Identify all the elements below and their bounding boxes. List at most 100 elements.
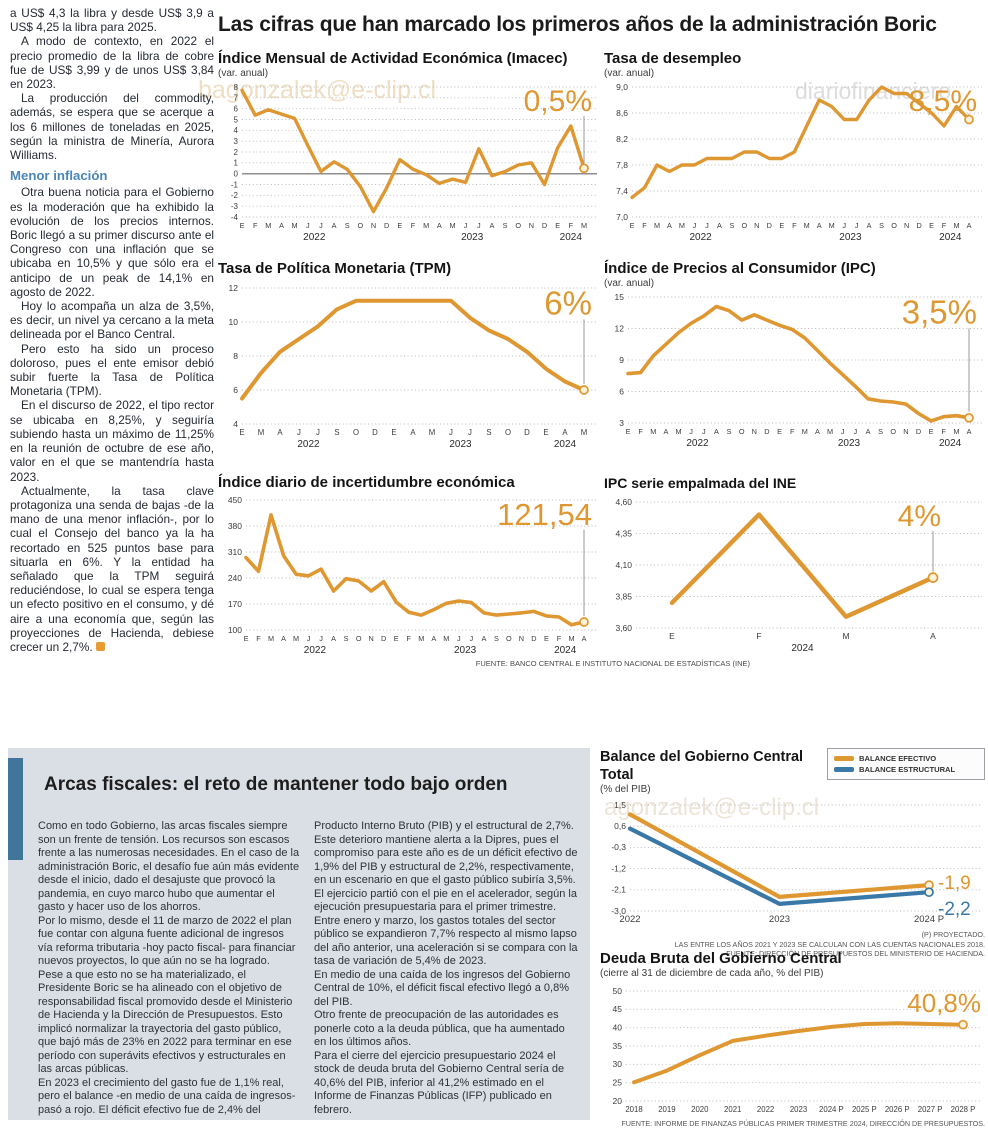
svg-text:0,6: 0,6 [614, 821, 626, 831]
svg-text:2024: 2024 [939, 438, 962, 449]
svg-text:25: 25 [613, 1078, 623, 1088]
svg-text:S: S [503, 221, 508, 230]
svg-text:12: 12 [615, 323, 625, 333]
svg-text:E: E [630, 221, 635, 230]
svg-text:2019: 2019 [658, 1105, 675, 1114]
svg-text:O: O [358, 221, 364, 230]
svg-text:0: 0 [234, 170, 239, 179]
svg-text:E: E [777, 427, 782, 436]
legend-label: BALANCE EFECTIVO [859, 754, 937, 763]
chart-ipc-empalmada: IPC serie empalmada del INE 4,60 4,35 4,10… [604, 474, 985, 654]
svg-text:2023: 2023 [790, 1105, 807, 1114]
svg-text:F: F [406, 634, 411, 643]
section-paragraph: En medio de una caída de los ingresos de… [314, 968, 571, 1008]
svg-text:6: 6 [234, 105, 239, 114]
svg-text:J: J [469, 634, 473, 643]
svg-text:1,5: 1,5 [614, 800, 626, 810]
svg-text:N: N [904, 221, 909, 230]
svg-text:-4: -4 [231, 213, 239, 222]
svg-text:3,60: 3,60 [615, 623, 632, 633]
chart-title: Índice Mensual de Actividad Económica (I… [218, 50, 568, 67]
svg-text:3: 3 [234, 137, 239, 146]
svg-text:E: E [394, 634, 399, 643]
svg-text:-2,1: -2,1 [611, 885, 626, 895]
ipc-empalmada-line-chart: 4,60 4,35 4,10 3,85 3,60 E F M A 2024 4% [615, 497, 982, 654]
svg-text:2021: 2021 [724, 1105, 741, 1114]
article-paragraph: A modo de contexto, en 2022 el precio pr… [10, 34, 214, 92]
svg-text:20: 20 [613, 1096, 623, 1106]
legend-label: BALANCE ESTRUCTURAL [859, 765, 956, 774]
svg-text:E: E [391, 428, 396, 437]
chart-title: IPC serie empalmada del INE [604, 475, 797, 491]
svg-text:D: D [524, 428, 530, 437]
chart-desempleo: Tasa de desempleo (var. anual) 9,0 8,6 8,2… [604, 50, 985, 243]
svg-text:S: S [345, 221, 350, 230]
svg-text:S: S [878, 427, 883, 436]
svg-text:8,6: 8,6 [616, 108, 628, 118]
svg-text:12: 12 [229, 283, 239, 293]
svg-text:310: 310 [228, 547, 242, 557]
svg-text:M: M [429, 428, 436, 437]
svg-text:2018: 2018 [625, 1105, 642, 1114]
section-paragraph: Como en todo Gobierno, las arcas fiscale… [38, 820, 300, 913]
svg-text:O: O [353, 428, 359, 437]
svg-text:S: S [334, 428, 339, 437]
svg-text:E: E [929, 427, 934, 436]
article-paragraph: a US$ 4,3 la libra y desde US$ 3,9 a US$… [10, 6, 214, 35]
svg-text:2023: 2023 [461, 232, 484, 243]
svg-text:A: A [866, 427, 871, 436]
section-title: Arcas fiscales: el reto de mantener todo… [44, 774, 508, 795]
svg-text:7,4: 7,4 [616, 186, 628, 196]
svg-text:2023: 2023 [839, 232, 862, 243]
chart-incertidumbre: Índice diario de incertidumbre económica… [218, 474, 600, 656]
svg-text:4: 4 [233, 419, 238, 429]
article-subhead: Menor inflación [10, 168, 108, 184]
svg-text:2023: 2023 [838, 438, 861, 449]
svg-text:121,54: 121,54 [497, 497, 592, 532]
svg-text:J: J [464, 221, 468, 230]
svg-text:M: M [568, 634, 574, 643]
svg-text:4,10: 4,10 [615, 560, 632, 570]
svg-text:7: 7 [234, 94, 239, 103]
svg-text:F: F [941, 427, 946, 436]
chart-subtitle: (var. anual) [604, 68, 655, 79]
chart-legend: BALANCE EFECTIVO BALANCE ESTRUCTURAL [827, 748, 985, 780]
svg-text:F: F [792, 221, 797, 230]
section-paragraph: En 2023 el crecimiento del gasto fue de … [38, 1076, 296, 1116]
svg-text:E: E [397, 221, 402, 230]
section-accent-bar [8, 758, 23, 860]
svg-text:N: N [754, 221, 759, 230]
section-paragraph: Para el cierre del ejercicio presupuesta… [314, 1049, 565, 1116]
svg-text:D: D [542, 221, 547, 230]
svg-text:J: J [297, 428, 301, 437]
svg-text:A: A [930, 631, 936, 641]
svg-text:2028 P: 2028 P [951, 1105, 976, 1114]
svg-text:N: N [371, 221, 376, 230]
svg-text:M: M [953, 221, 959, 230]
svg-text:O: O [506, 634, 512, 643]
desempleo-line-chart: 9,08,68,27,87,47,0E F M A M J J A S O N D E F M A M J J A S O… [616, 82, 982, 243]
svg-text:M: M [265, 221, 271, 230]
svg-text:M: M [804, 221, 810, 230]
svg-text:M: M [292, 221, 298, 230]
section-column-1: Como en todo Gobierno, las arcas fiscale… [38, 820, 300, 1117]
svg-text:D: D [764, 427, 769, 436]
svg-text:J: J [449, 428, 453, 437]
legend-item-estructural: BALANCE ESTRUCTURAL [834, 764, 978, 775]
svg-text:O: O [890, 427, 896, 436]
svg-text:J: J [842, 221, 846, 230]
svg-text:7,8: 7,8 [616, 160, 628, 170]
svg-text:-3,0: -3,0 [611, 906, 626, 916]
svg-text:J: J [689, 427, 693, 436]
svg-text:3,85: 3,85 [615, 591, 632, 601]
svg-text:N: N [369, 634, 374, 643]
svg-text:2022: 2022 [304, 645, 327, 656]
svg-text:35: 35 [613, 1041, 623, 1051]
chart-subtitle: (cierre al 31 de diciembre de cada año, … [600, 968, 824, 979]
svg-text:6%: 6% [544, 284, 592, 321]
svg-text:M: M [953, 427, 959, 436]
svg-text:-0,3: -0,3 [611, 842, 626, 852]
